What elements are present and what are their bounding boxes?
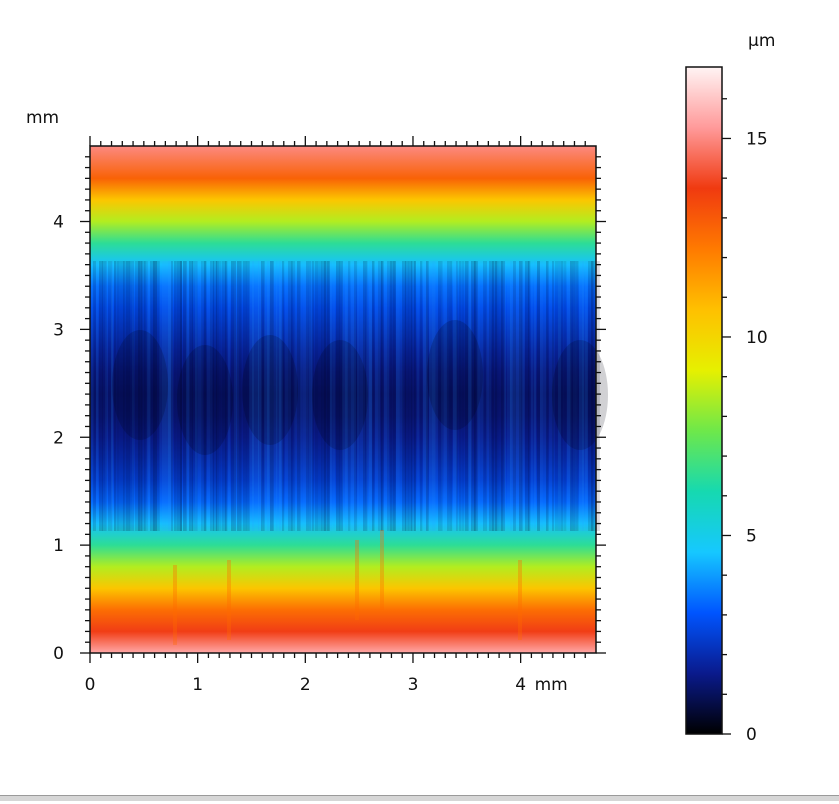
colorbar-frame <box>685 66 723 735</box>
colorbar: µm 0 5 10 15 <box>685 31 775 745</box>
dark-region-1 <box>177 345 233 455</box>
plot-axes: mm mm 0 1 2 3 4 0 1 2 3 4 <box>26 108 606 695</box>
spike-1 <box>227 560 231 640</box>
colorbar-tick-label: 0 <box>746 725 757 745</box>
spike-5 <box>173 565 177 645</box>
x-tick-label: 0 <box>85 675 96 695</box>
dark-region-3 <box>312 340 368 450</box>
x-tick-label: 4 <box>515 675 526 695</box>
y-tick-label: 4 <box>53 213 64 233</box>
colorbar-tick-label: 15 <box>746 129 768 149</box>
colorbar-tick-label: 5 <box>746 526 757 546</box>
window-bottom-edge <box>0 795 839 801</box>
colorbar-unit-label: µm <box>748 31 775 51</box>
dark-region-2 <box>242 335 298 445</box>
y-tick-label: 1 <box>53 536 64 556</box>
y-axis-unit-label: mm <box>26 108 59 128</box>
x-axis-unit-label: mm <box>535 675 568 695</box>
heatmap-surface <box>90 146 608 653</box>
colorbar-gradient <box>686 67 722 734</box>
spike-3 <box>380 530 384 610</box>
y-tick-label: 0 <box>53 644 64 664</box>
dark-region-4 <box>427 320 483 430</box>
heatmap-fill <box>90 146 596 653</box>
plot-frame <box>89 145 597 654</box>
heatmap-streaks <box>90 261 608 645</box>
colorbar-tick-label: 10 <box>746 328 768 348</box>
x-tick-label: 2 <box>300 675 311 695</box>
dark-region-6 <box>112 330 168 440</box>
x-tick-label: 3 <box>408 675 419 695</box>
y-tick-label: 2 <box>53 428 64 448</box>
x-tick-label: 1 <box>192 675 203 695</box>
spike-2 <box>355 540 359 620</box>
y-tick-label: 3 <box>53 320 64 340</box>
dark-region-5 <box>552 340 608 450</box>
spike-4 <box>518 560 522 640</box>
